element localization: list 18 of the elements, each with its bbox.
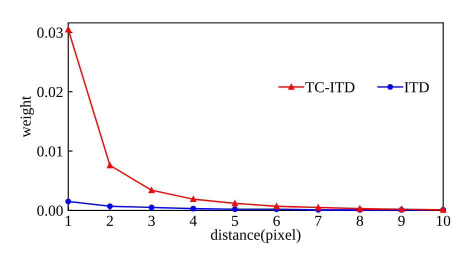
y-tick-label: 0.00 — [37, 206, 63, 216]
y-tick-label: 0.03 — [37, 28, 63, 38]
x-tick-label: 6 — [273, 216, 280, 226]
y-tick-label: 0.02 — [37, 86, 63, 98]
x-tick-label: 10 — [436, 216, 450, 226]
x-tick-label: 7 — [315, 216, 322, 226]
x-tick-label: 8 — [356, 216, 364, 226]
y-tick-label: 0.01 — [37, 146, 62, 157]
x-axis-title: distance(pixel) — [210, 229, 300, 243]
legend-label: ITD — [404, 82, 429, 92]
x-tick-label: 1 — [66, 216, 72, 226]
x-tick-label: 4 — [190, 216, 197, 226]
x-tick-label: 2 — [106, 216, 113, 226]
x-tick-label: 3 — [148, 216, 155, 226]
x-tick-label: 9 — [398, 216, 405, 226]
legend-label: TC-ITD — [305, 82, 354, 92]
x-tick-label: 5 — [232, 216, 238, 226]
y-axis-title: weight — [20, 96, 34, 138]
